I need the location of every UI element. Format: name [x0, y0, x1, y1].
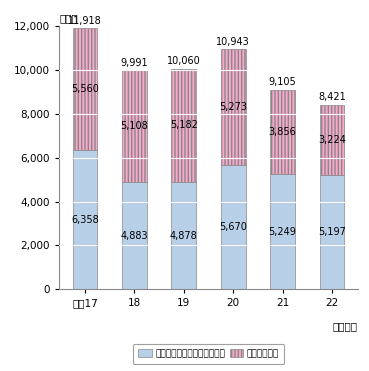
Text: 4,883: 4,883 [121, 231, 148, 241]
Text: （年度）: （年度） [333, 321, 358, 331]
Text: 3,856: 3,856 [269, 127, 296, 137]
Bar [270, 174, 295, 289]
Bar [270, 89, 295, 174]
Text: 9,991: 9,991 [121, 58, 148, 68]
Text: 5,108: 5,108 [121, 121, 148, 131]
Text: 3,224: 3,224 [318, 135, 346, 145]
Text: 8,421: 8,421 [318, 92, 346, 102]
Bar [221, 165, 245, 289]
Bar [320, 105, 344, 175]
Text: 5,182: 5,182 [170, 121, 198, 131]
Text: 11,918: 11,918 [68, 16, 102, 26]
Text: 5,249: 5,249 [269, 227, 297, 237]
Bar [320, 175, 344, 289]
Text: 9,105: 9,105 [269, 77, 296, 87]
Text: 10,943: 10,943 [216, 37, 250, 47]
Text: 5,670: 5,670 [219, 222, 247, 232]
Text: 5,197: 5,197 [318, 227, 346, 237]
Bar [221, 49, 245, 165]
Bar [172, 69, 196, 182]
Bar [73, 28, 97, 150]
Bar [122, 182, 147, 289]
Text: 6,358: 6,358 [71, 214, 99, 224]
Legend: 電気通信消費者相談センター, 総合通信局等: 電気通信消費者相談センター, 総合通信局等 [132, 344, 284, 364]
Bar [122, 70, 147, 182]
Text: 5,560: 5,560 [71, 84, 99, 94]
Text: （件）: （件） [59, 13, 78, 23]
Bar [172, 182, 196, 289]
Text: 10,060: 10,060 [167, 56, 201, 66]
Text: 5,273: 5,273 [219, 102, 247, 112]
Text: 4,878: 4,878 [170, 231, 198, 241]
Bar [73, 150, 97, 289]
